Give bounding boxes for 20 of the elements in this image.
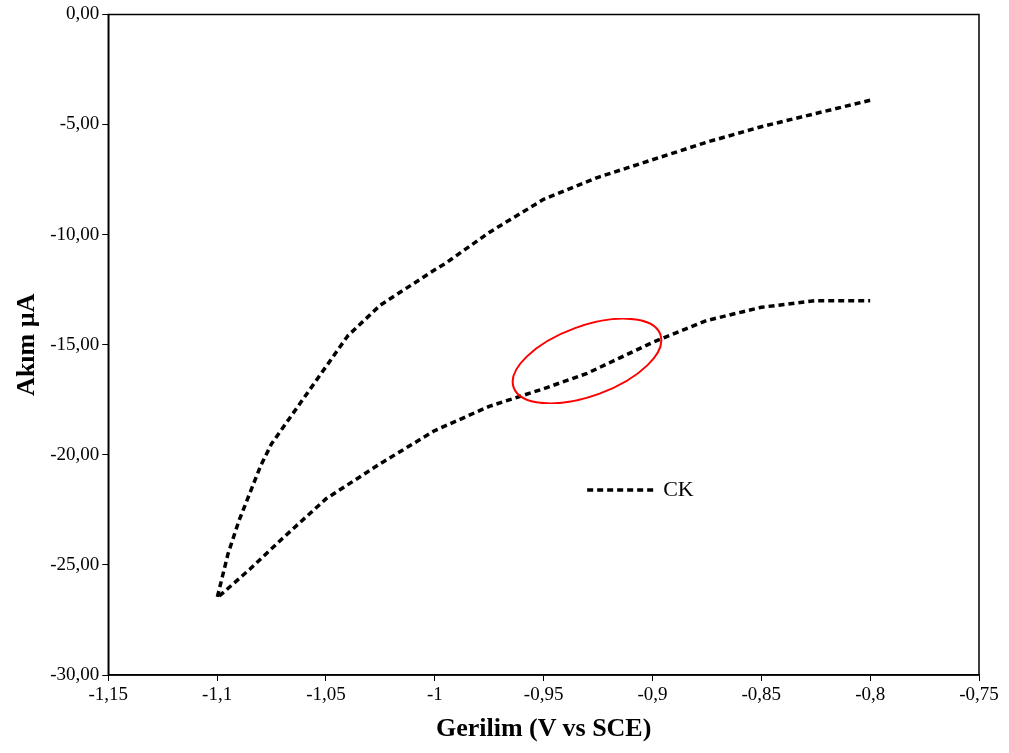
- x-tick-label: -0,75: [959, 683, 999, 705]
- x-tick-label: -0,9: [637, 683, 668, 705]
- x-tick-label: -0,95: [523, 683, 564, 705]
- x-tick-label: -1,15: [88, 683, 129, 705]
- y-tick-label: -30,00: [50, 662, 100, 684]
- x-tick-label: -1,1: [202, 683, 233, 705]
- x-tick-label: -0,85: [741, 683, 782, 705]
- y-tick-label: -10,00: [50, 222, 100, 244]
- y-tick-label: -25,00: [50, 552, 100, 574]
- y-tick-label: -20,00: [50, 442, 100, 464]
- y-tick-label: -15,00: [50, 332, 100, 354]
- x-tick-label: -1,05: [306, 683, 346, 705]
- x-axis-title: Gerilim (V vs SCE): [435, 713, 652, 743]
- legend-label: CK: [663, 475, 694, 501]
- x-tick-label: -0,8: [855, 683, 886, 705]
- y-axis-title: Akım µA: [11, 293, 41, 396]
- line-series: [215, 98, 872, 600]
- x-tick-label: -1: [426, 683, 443, 705]
- y-tick-label: 0,00: [66, 2, 100, 24]
- y-tick-label: -5,00: [59, 112, 100, 134]
